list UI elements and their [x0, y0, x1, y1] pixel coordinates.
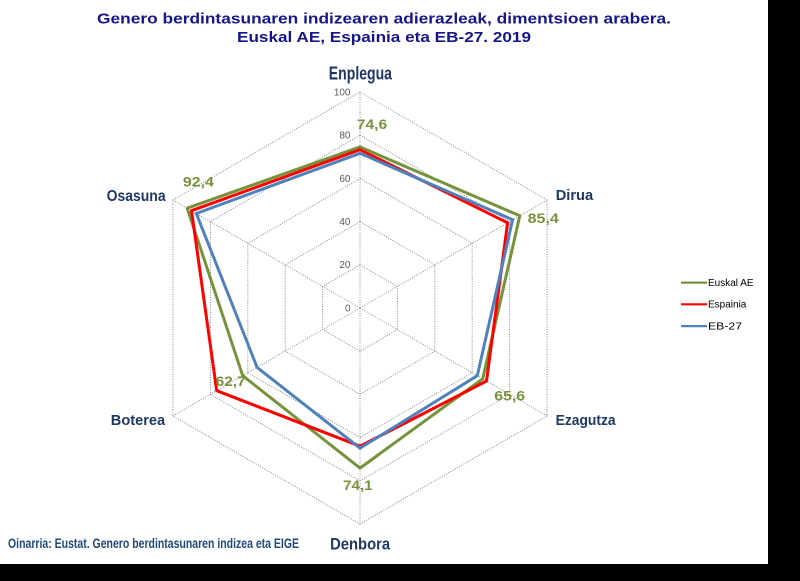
- svg-text:EB-27: EB-27: [708, 322, 743, 333]
- svg-text:Dirua: Dirua: [556, 187, 594, 204]
- svg-text:100: 100: [334, 87, 351, 98]
- svg-text:Euskal AE, Espainia eta EB-27.: Euskal AE, Espainia eta EB-27. 2019: [237, 29, 531, 46]
- svg-text:60: 60: [339, 174, 351, 185]
- svg-text:Ezagutza: Ezagutza: [556, 412, 617, 429]
- svg-text:Genero berdintasunaren indizea: Genero berdintasunaren indizearen adiera…: [97, 11, 671, 28]
- svg-text:65,6: 65,6: [494, 387, 525, 403]
- svg-text:0: 0: [345, 303, 351, 314]
- svg-text:80: 80: [339, 131, 351, 142]
- svg-text:92,4: 92,4: [183, 174, 214, 190]
- svg-text:Enplegua: Enplegua: [329, 63, 393, 84]
- svg-text:85,4: 85,4: [528, 210, 559, 226]
- svg-text:Euskal AE: Euskal AE: [708, 278, 754, 289]
- svg-text:Osasuna: Osasuna: [107, 188, 166, 205]
- svg-text:62,7: 62,7: [216, 373, 246, 389]
- svg-text:74,1: 74,1: [343, 477, 373, 493]
- svg-text:74,6: 74,6: [357, 116, 388, 132]
- svg-text:Boterea: Boterea: [111, 412, 166, 429]
- svg-text:Oinarria: Eustat. Genero berdi: Oinarria: Eustat. Genero berdintasunaren…: [8, 535, 299, 551]
- svg-text:Espainia: Espainia: [708, 300, 747, 311]
- svg-text:40: 40: [339, 217, 351, 228]
- svg-text:20: 20: [339, 260, 351, 271]
- svg-text:Denbora: Denbora: [330, 535, 390, 554]
